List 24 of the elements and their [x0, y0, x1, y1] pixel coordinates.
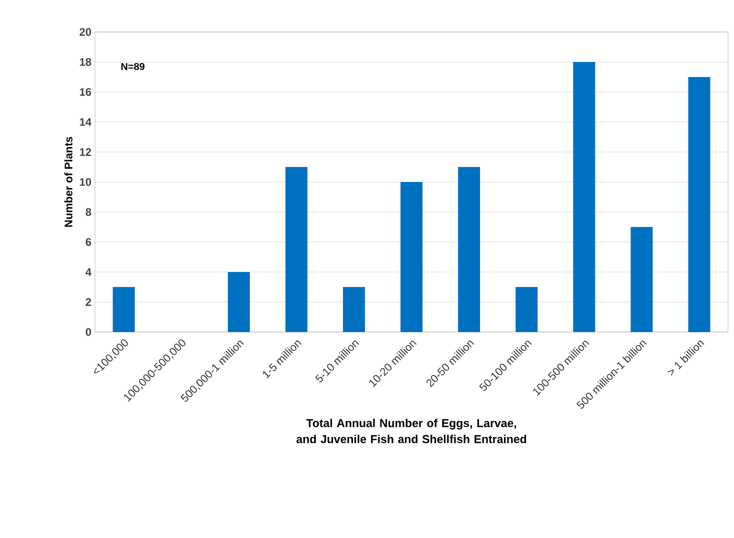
x-axis-title: Total Annual Number of Eggs, Larvae, and Juvenile Fish and Shellfish Entrained [296, 418, 526, 444]
y-tick-label: 8 [86, 208, 92, 216]
bar [112, 287, 135, 332]
bar [458, 166, 480, 332]
y-tick-label: 14 [80, 118, 92, 126]
bar [400, 182, 423, 332]
y-axis-title: Number of Plants [64, 136, 72, 227]
y-tick-label: 20 [80, 28, 92, 36]
y-tick-label: 4 [86, 268, 92, 276]
bar [285, 166, 308, 332]
bar [688, 76, 710, 332]
bar [516, 287, 538, 332]
y-tick-label: 18 [80, 58, 92, 66]
bar [228, 272, 250, 332]
y-tick-label: 12 [80, 148, 92, 156]
y-tick-label: 6 [86, 238, 92, 246]
annotation: N=89 [121, 62, 144, 70]
y-tick-label: 2 [86, 298, 92, 306]
y-tick-label: 10 [80, 178, 92, 186]
bar [630, 227, 653, 332]
bar [342, 287, 365, 332]
bar [573, 62, 596, 332]
y-tick-label: 16 [80, 88, 92, 96]
y-tick-label: 0 [86, 328, 92, 336]
